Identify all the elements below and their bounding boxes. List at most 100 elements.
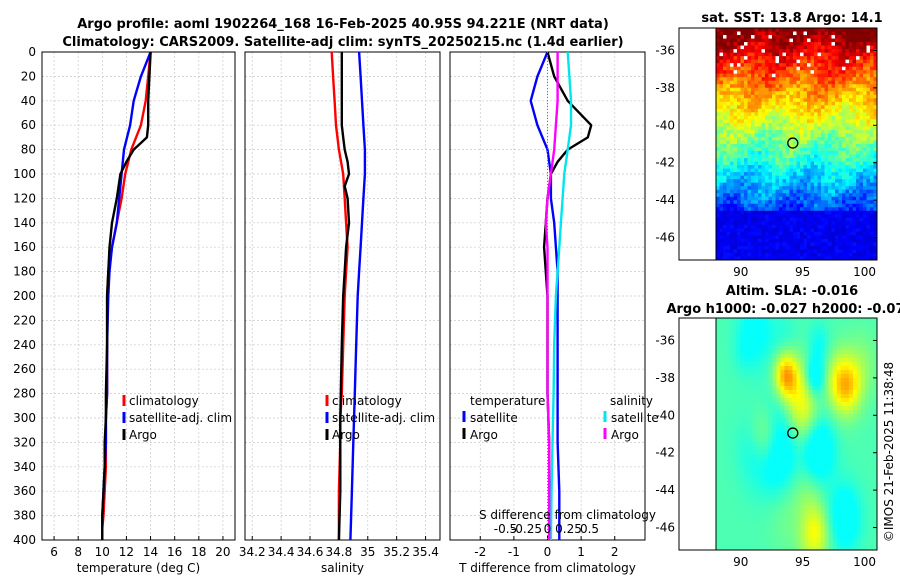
sla-cell bbox=[812, 422, 818, 427]
sst-cell bbox=[744, 217, 748, 222]
sst-cell bbox=[758, 115, 762, 120]
sla-cell bbox=[760, 462, 765, 467]
sst-cell bbox=[723, 158, 727, 162]
sst-cell bbox=[856, 66, 860, 71]
sla-cell bbox=[796, 334, 801, 339]
sla-cell bbox=[764, 434, 769, 439]
sla-cell bbox=[764, 418, 769, 423]
sst-cell bbox=[719, 28, 724, 32]
sst-cell bbox=[800, 228, 804, 233]
sla-cell bbox=[768, 406, 773, 411]
sst-cell bbox=[842, 45, 846, 50]
sst-cell bbox=[849, 165, 853, 170]
sla-cell bbox=[776, 438, 781, 443]
sst-cell bbox=[779, 235, 783, 240]
sst-cell bbox=[824, 73, 829, 78]
sst-cell bbox=[814, 45, 818, 50]
sst-cell bbox=[779, 144, 783, 148]
sla-cell bbox=[836, 458, 842, 463]
sst-cell bbox=[856, 161, 860, 166]
sla-cell bbox=[724, 426, 729, 431]
sst-cell bbox=[740, 210, 745, 215]
sst-cell bbox=[744, 31, 748, 36]
sla-cell bbox=[808, 482, 814, 487]
sla-cell bbox=[820, 474, 826, 479]
x-tick-label: -2 bbox=[474, 545, 486, 559]
sla-cell bbox=[828, 346, 834, 351]
sst-cell bbox=[803, 45, 808, 50]
sst-cell bbox=[800, 242, 804, 247]
sla-cell bbox=[824, 382, 830, 387]
sla-cell bbox=[740, 406, 745, 411]
sst-cell bbox=[814, 31, 818, 36]
sst-cell bbox=[747, 168, 752, 173]
sst-cell bbox=[800, 119, 804, 124]
sla-cell bbox=[828, 454, 834, 459]
sst-cell bbox=[716, 94, 720, 99]
sla-cell bbox=[748, 358, 753, 363]
sst-cell bbox=[726, 231, 731, 236]
sst-cell bbox=[817, 73, 822, 78]
sst-cell bbox=[733, 84, 738, 89]
sst-cell bbox=[768, 119, 773, 124]
sst-cell bbox=[807, 126, 811, 131]
sst-cell bbox=[803, 70, 808, 75]
sst-cell bbox=[863, 28, 867, 32]
sla-cell bbox=[856, 398, 862, 403]
sst-cell bbox=[810, 186, 815, 191]
sla-cell bbox=[788, 370, 793, 375]
sst-cell bbox=[803, 42, 808, 46]
sla-cell bbox=[776, 330, 781, 335]
sst-cell bbox=[747, 224, 752, 229]
sst-cell bbox=[828, 52, 832, 57]
sla-cell bbox=[732, 410, 737, 415]
sst-cell bbox=[737, 56, 741, 61]
sst-cell bbox=[828, 122, 832, 127]
sst-cell bbox=[814, 189, 818, 194]
sst-cell bbox=[807, 119, 811, 124]
sla-cell bbox=[780, 374, 785, 379]
sla-cell bbox=[744, 482, 749, 487]
sst-cell bbox=[821, 147, 825, 152]
sst-cell bbox=[870, 94, 874, 99]
sst-cell bbox=[821, 101, 825, 106]
sst-cell bbox=[747, 87, 752, 92]
sla-cell bbox=[796, 358, 801, 363]
sst-cell bbox=[779, 252, 783, 257]
sla-cell bbox=[728, 458, 733, 463]
sst-cell bbox=[740, 38, 745, 43]
sla-cell bbox=[804, 366, 809, 371]
sst-cell bbox=[775, 256, 780, 260]
sst-cell bbox=[782, 186, 787, 191]
sst-cell bbox=[758, 108, 762, 113]
sst-cell bbox=[775, 249, 780, 254]
sst-cell bbox=[803, 80, 808, 85]
sla-cell bbox=[792, 450, 797, 455]
sst-cell bbox=[789, 196, 794, 201]
sla-cell bbox=[772, 334, 777, 339]
sla-cell bbox=[720, 374, 725, 379]
sla-cell bbox=[736, 370, 741, 375]
sst-cell bbox=[870, 56, 874, 61]
sst-cell bbox=[772, 98, 776, 103]
sst-cell bbox=[845, 154, 850, 159]
sla-cell bbox=[724, 402, 729, 407]
sla-cell bbox=[748, 462, 753, 467]
sst-cell bbox=[793, 221, 797, 226]
sla-cell bbox=[740, 382, 745, 387]
sst-cell bbox=[751, 235, 755, 240]
sst-cell bbox=[873, 84, 877, 89]
sst-cell bbox=[803, 129, 808, 134]
sla-cell bbox=[836, 318, 842, 323]
sst-cell bbox=[845, 158, 850, 162]
sst-cell bbox=[782, 66, 787, 71]
sla-cell bbox=[764, 478, 769, 483]
sst-cell bbox=[828, 165, 832, 170]
sla-cell bbox=[748, 394, 753, 399]
sst-cell bbox=[803, 203, 808, 208]
sla-cell bbox=[796, 354, 801, 359]
sst-cell bbox=[817, 245, 822, 250]
sla-cell bbox=[748, 450, 753, 455]
sst-cell bbox=[870, 165, 874, 170]
sst-cell bbox=[733, 52, 738, 57]
